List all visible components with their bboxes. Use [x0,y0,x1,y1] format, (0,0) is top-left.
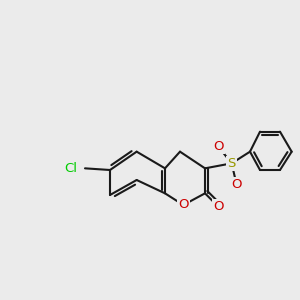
Text: Cl: Cl [64,162,77,175]
Text: O: O [231,178,242,191]
Text: O: O [213,200,224,213]
Text: O: O [178,199,189,212]
Text: S: S [227,157,236,170]
Text: O: O [213,140,224,153]
